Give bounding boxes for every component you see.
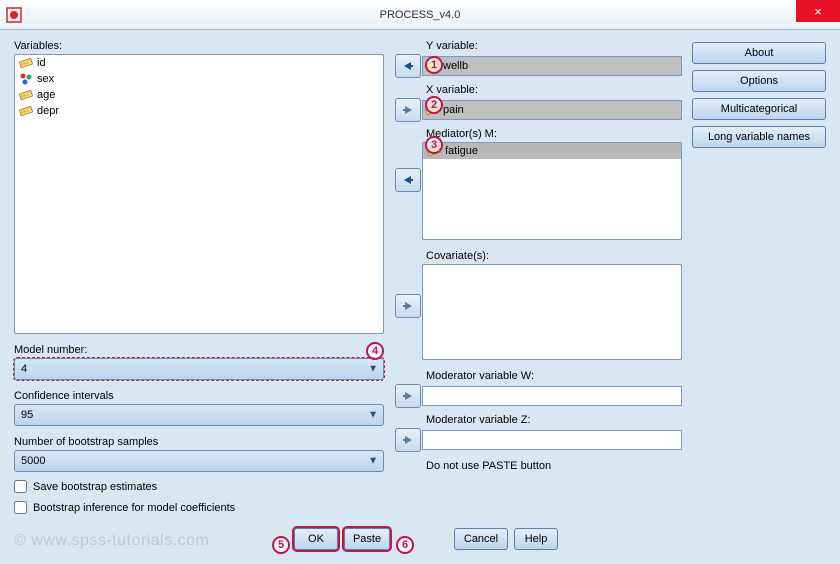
paste-warning: Do not use PASTE button [426,460,682,472]
nominal-icon [19,72,33,86]
confidence-label: Confidence intervals [14,390,384,402]
help-button[interactable]: Help [514,528,558,550]
bootstrap-inference-checkbox[interactable] [14,501,27,514]
model-number-combo[interactable] [14,358,384,380]
variable-item[interactable]: id [15,55,383,71]
scale-icon [19,88,33,102]
move-to-moderator-z-button[interactable] [395,428,421,452]
variable-name: depr [37,105,59,117]
bootstrap-combo[interactable] [14,450,384,472]
scale-icon [19,56,33,70]
close-button[interactable]: × [796,0,840,22]
x-label: X variable: [426,84,682,96]
options-button[interactable]: Options [692,70,826,92]
titlebar: PROCESS_v4.0 × [0,0,840,30]
move-to-mediators-button[interactable] [395,168,421,192]
move-to-y-button[interactable] [395,54,421,78]
long-names-button[interactable]: Long variable names [692,126,826,148]
move-to-moderator-w-button[interactable] [395,384,421,408]
moderator-z-label: Moderator variable Z: [426,414,682,426]
x-variable-box[interactable]: pain [422,100,682,120]
variables-listbox[interactable]: id sex age depr [14,54,384,334]
window-title: PROCESS_v4.0 [380,9,461,21]
mediators-listbox[interactable]: fatigue [422,142,682,240]
save-bootstrap-label: Save bootstrap estimates [33,481,157,493]
scale-icon [19,104,33,118]
move-to-x-button[interactable] [395,98,421,122]
confidence-combo[interactable] [14,404,384,426]
y-variable-box[interactable]: wellb [422,56,682,76]
mediator-item: fatigue [445,145,478,157]
y-variable-value: wellb [443,60,468,72]
variables-label: Variables: [14,40,384,52]
paste-button[interactable]: Paste [344,528,390,550]
variable-item[interactable]: depr [15,103,383,119]
covariates-label: Covariate(s): [426,250,682,262]
about-button[interactable]: About [692,42,826,64]
variable-name: age [37,89,55,101]
moderator-w-input[interactable] [422,386,682,406]
mediators-label: Mediator(s) M: [426,128,682,140]
variable-name: id [37,57,46,69]
bootstrap-label: Number of bootstrap samples [14,436,384,448]
bootstrap-inference-label: Bootstrap inference for model coefficien… [33,502,235,514]
ok-button[interactable]: OK [294,528,338,550]
multicategorical-button[interactable]: Multicategorical [692,98,826,120]
variable-name: sex [37,73,54,85]
variable-item[interactable]: age [15,87,383,103]
x-variable-value: pain [443,104,464,116]
covariates-listbox[interactable] [422,264,682,360]
move-to-covariates-button[interactable] [395,294,421,318]
scale-icon [425,103,439,117]
model-number-label: Model number: [14,344,384,356]
y-label: Y variable: [426,40,682,52]
scale-icon [425,59,439,73]
scale-icon [427,144,441,158]
moderator-z-input[interactable] [422,430,682,450]
variable-item[interactable]: sex [15,71,383,87]
cancel-button[interactable]: Cancel [454,528,508,550]
app-icon [6,7,22,23]
save-bootstrap-checkbox[interactable] [14,480,27,493]
moderator-w-label: Moderator variable W: [426,370,682,382]
